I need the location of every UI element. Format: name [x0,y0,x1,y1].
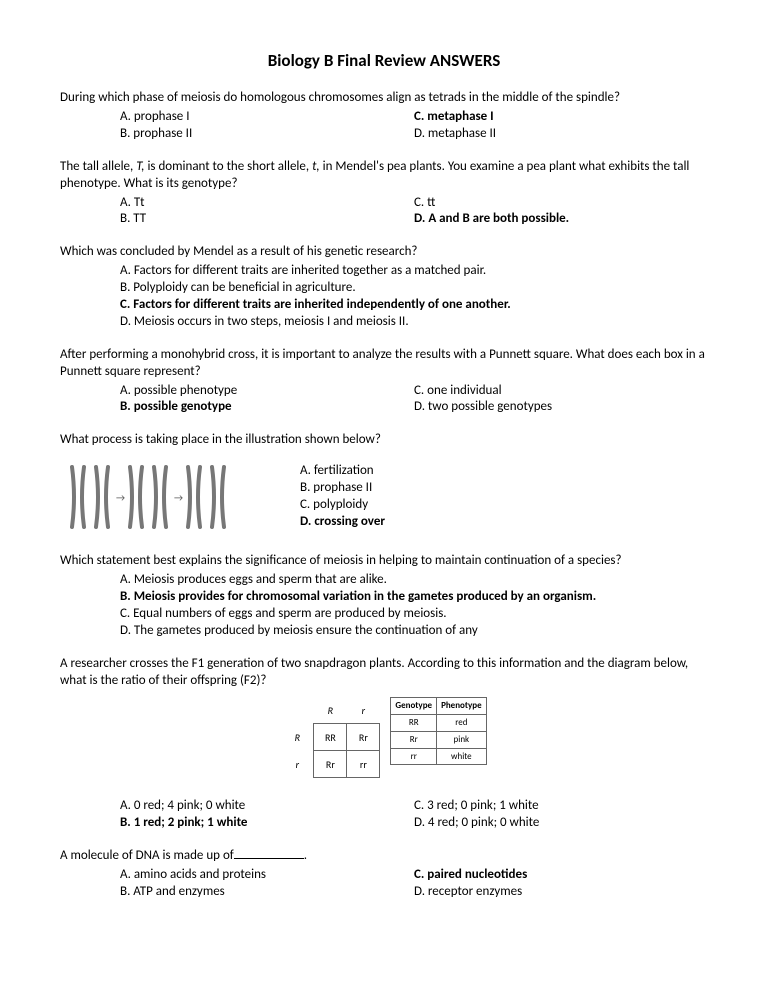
question-text: Which was concluded by Mendel as a resul… [60,244,708,261]
option-a: A. fertilization [300,463,385,480]
italic-t1: T, [136,159,144,174]
options-right: C. metaphase I D. metaphase II [414,109,708,143]
option-b: B. Meiosis provides for chromosomal vari… [120,589,708,606]
punnett-square: Rr RRRRr rRrrr [281,697,380,778]
options-right: C. one individual D. two possible genoty… [414,383,708,417]
options-left: A. 0 red; 4 pink; 0 white B. 1 red; 2 pi… [120,798,414,832]
option-d: D. two possible genotypes [414,399,708,416]
allele-label: r [281,751,314,778]
text-part: . [304,848,307,863]
allele-label: R [314,697,347,724]
option-b: B. possible genotype [120,399,414,416]
text-part: The tall allele, [60,159,136,174]
options-left: A. amino acids and proteins B. ATP and e… [120,867,414,901]
table-header: Genotype [391,698,437,715]
question-text: A researcher crosses the F1 generation o… [60,656,708,690]
option-c: C. paired nucleotides [414,867,708,884]
question-text: After performing a monohybrid cross, it … [60,347,708,381]
option-d: D. receptor enzymes [414,884,708,901]
punnett-cell: RR [314,724,347,751]
option-a: A. amino acids and proteins [120,867,414,884]
option-d: D. The gametes produced by meiosis ensur… [120,623,708,640]
options-left: A. prophase I B. prophase II [120,109,414,143]
allele-label: r [347,697,380,724]
option-c: C. one individual [414,383,708,400]
question-text: What process is taking place in the illu… [60,432,708,449]
option-b: B. Polyploidy can be beneficial in agric… [120,280,708,297]
question-text: During which phase of meiosis do homolog… [60,90,708,107]
option-a: A. Meiosis produces eggs and sperm that … [120,572,708,589]
option-b: B. ATP and enzymes [120,884,414,901]
option-b: B. prophase II [300,480,385,497]
punnett-diagram: Rr RRRRr rRrrr GenotypePhenotype RRred R… [60,697,708,778]
text-part: is dominant to the short allele, [145,159,313,174]
options-right: C. 3 red; 0 pink; 1 white D. 4 red; 0 pi… [414,798,708,832]
question-5: What process is taking place in the illu… [60,432,708,537]
option-d: D. metaphase II [414,126,708,143]
table-cell: pink [437,731,487,748]
option-c: C. Equal numbers of eggs and sperm are p… [120,606,708,623]
text-part: A molecule of DNA is made up of [60,848,234,863]
options: A. possible phenotype B. possible genoty… [60,383,708,417]
option-b: B. TT [120,211,414,228]
option-d: D. crossing over [300,514,385,531]
svg-text:→: → [174,491,183,504]
option-d: D. A and B are both possible. [414,211,708,228]
table-cell: rr [391,748,437,765]
options: A. Factors for different traits are inhe… [60,263,708,331]
question-6: Which statement best explains the signif… [60,553,708,639]
option-a: A. possible phenotype [120,383,414,400]
option-d: D. 4 red; 0 pink; 0 white [414,815,708,832]
question-8: A molecule of DNA is made up of. A. amin… [60,848,708,901]
options-right: C. paired nucleotides D. receptor enzyme… [414,867,708,901]
option-c: C. metaphase I [414,109,708,126]
table-cell: RR [391,715,437,732]
option-a: A. Tt [120,195,414,212]
option-c: C. Factors for different traits are inhe… [120,297,708,314]
table-cell: red [437,715,487,732]
table-header: Phenotype [437,698,487,715]
options: A. Meiosis produces eggs and sperm that … [60,572,708,640]
chromosome-icon: → → [60,457,240,537]
options-left: A. possible phenotype B. possible genoty… [120,383,414,417]
options: A. Tt B. TT C. tt D. A and B are both po… [60,195,708,229]
options-left: A. Tt B. TT [120,195,414,229]
option-a: A. 0 red; 4 pink; 0 white [120,798,414,815]
options: A. prophase I B. prophase II C. metaphas… [60,109,708,143]
table-cell: Rr [391,731,437,748]
svg-text:→: → [116,491,125,504]
question-text: Which statement best explains the signif… [60,553,708,570]
options: A. 0 red; 4 pink; 0 white B. 1 red; 2 pi… [60,798,708,832]
option-b: B. prophase II [120,126,414,143]
question-3: Which was concluded by Mendel as a resul… [60,244,708,330]
italic-t2: t, [312,159,320,174]
option-a: A. prophase I [120,109,414,126]
options: A. fertilization B. prophase II C. polyp… [300,463,385,531]
table-cell: white [437,748,487,765]
options: A. amino acids and proteins B. ATP and e… [60,867,708,901]
option-c: C. tt [414,195,708,212]
question-1: During which phase of meiosis do homolog… [60,90,708,143]
illustration-row: → → A. fertilization B. prophase II C. p… [60,457,708,537]
page-title: Biology B Final Review ANSWERS [60,50,708,72]
question-text: A molecule of DNA is made up of. [60,848,708,865]
option-d: D. Meiosis occurs in two steps, meiosis … [120,314,708,331]
question-4: After performing a monohybrid cross, it … [60,347,708,417]
allele-label: R [281,724,314,751]
option-c: C. 3 red; 0 pink; 1 white [414,798,708,815]
blank-line [234,848,304,859]
punnett-cell: Rr [347,724,380,751]
options-right: C. tt D. A and B are both possible. [414,195,708,229]
question-7: A researcher crosses the F1 generation o… [60,656,708,833]
option-b: B. 1 red; 2 pink; 1 white [120,815,414,832]
punnett-cell: rr [347,751,380,778]
option-a: A. Factors for different traits are inhe… [120,263,708,280]
genotype-phenotype-table: GenotypePhenotype RRred Rrpink rrwhite [390,697,486,765]
question-2: The tall allele, T, is dominant to the s… [60,159,708,229]
question-text: The tall allele, T, is dominant to the s… [60,159,708,193]
option-c: C. polyploidy [300,497,385,514]
punnett-cell: Rr [314,751,347,778]
